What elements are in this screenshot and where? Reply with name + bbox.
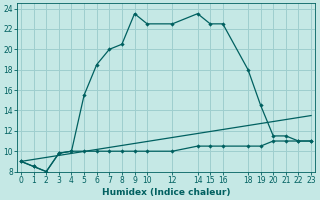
X-axis label: Humidex (Indice chaleur): Humidex (Indice chaleur) — [102, 188, 230, 197]
